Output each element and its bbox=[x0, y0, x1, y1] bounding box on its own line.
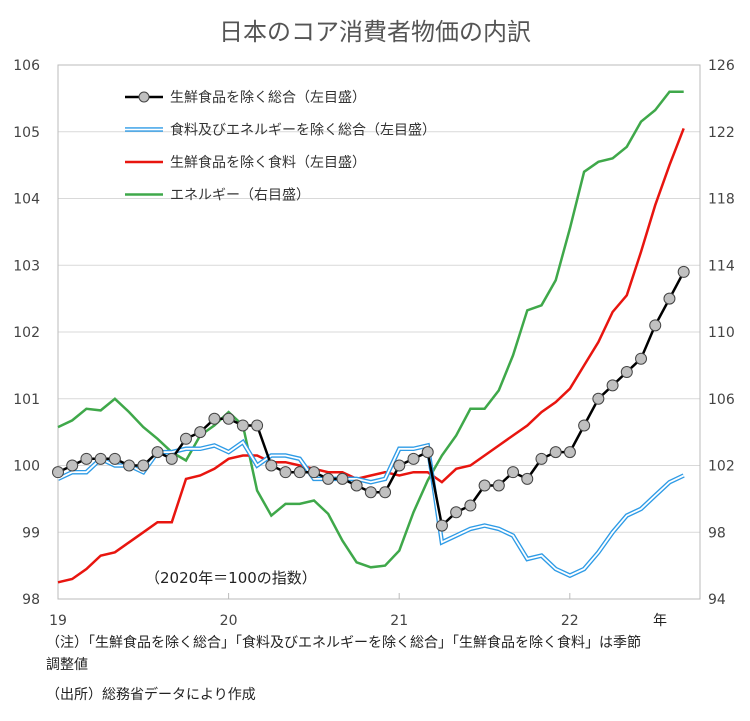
series-line bbox=[57, 438, 685, 579]
footnote: （注）「生鮮食品を除く総合」「食料及びエネルギーを除く総合」「生鮮食品を除く食料… bbox=[46, 635, 641, 651]
chart-svg: 日本のコア消費者物価の内訳 98 99 100 101 102 103 104 105 106 94… bbox=[13, 18, 735, 629]
data-point bbox=[151, 446, 164, 459]
data-point bbox=[293, 466, 306, 479]
legend-label: 生鮮食品を除く総合（左目盛） bbox=[170, 89, 366, 106]
x-axis-label: 年 bbox=[653, 613, 667, 629]
y-left-tick-label: 100 bbox=[13, 459, 40, 475]
data-point bbox=[578, 419, 591, 432]
legend-label: エネルギー（右目盛） bbox=[170, 188, 310, 204]
y-right-tick-label: 122 bbox=[708, 125, 735, 141]
y-left-tick-label: 99 bbox=[22, 525, 40, 541]
data-point bbox=[350, 479, 363, 492]
data-point bbox=[94, 452, 107, 465]
y-left-tick-label: 105 bbox=[13, 125, 40, 141]
data-point bbox=[606, 379, 619, 392]
data-point bbox=[435, 519, 448, 532]
data-point bbox=[635, 352, 648, 365]
y-right-tick-label: 110 bbox=[708, 325, 735, 341]
data-point bbox=[222, 412, 235, 425]
data-point bbox=[137, 459, 150, 472]
y-right-tick-label: 106 bbox=[708, 392, 735, 408]
plot-area bbox=[57, 64, 701, 600]
data-point bbox=[620, 366, 633, 379]
data-point bbox=[279, 466, 292, 479]
y-left-tick-label: 104 bbox=[13, 192, 40, 208]
data-point bbox=[179, 432, 192, 445]
legend-label: 生鮮食品を除く食料（左目盛） bbox=[170, 154, 366, 171]
x-tick-label: 20 bbox=[220, 613, 238, 629]
data-point bbox=[322, 472, 335, 485]
data-point bbox=[450, 506, 463, 519]
data-point bbox=[649, 319, 662, 332]
data-point bbox=[66, 459, 79, 472]
data-point bbox=[194, 426, 207, 439]
legend-label: 食料及びエネルギーを除く総合（左目盛） bbox=[170, 122, 436, 139]
y-right-tick-label: 94 bbox=[708, 592, 726, 608]
y-left-tick-label: 102 bbox=[13, 325, 40, 341]
data-point bbox=[364, 486, 377, 499]
chart-title: 日本のコア消費者物価の内訳 bbox=[219, 18, 531, 46]
data-point bbox=[108, 452, 121, 465]
legend-marker bbox=[138, 91, 150, 103]
x-tick-label: 21 bbox=[390, 613, 408, 629]
data-point bbox=[208, 412, 221, 425]
data-point bbox=[521, 472, 534, 485]
data-point bbox=[535, 452, 548, 465]
data-point bbox=[52, 466, 64, 479]
y-right-tick-label: 114 bbox=[708, 258, 735, 274]
data-point bbox=[236, 419, 249, 432]
y-left-tick-label: 101 bbox=[13, 392, 40, 408]
data-point bbox=[251, 419, 264, 432]
data-point bbox=[421, 446, 434, 459]
data-point bbox=[123, 459, 136, 472]
data-point bbox=[492, 479, 505, 492]
data-point bbox=[677, 265, 690, 278]
y-right-tick-label: 102 bbox=[708, 459, 735, 475]
y-left-tick-label: 106 bbox=[13, 58, 40, 74]
y-right-tick-label: 126 bbox=[708, 58, 735, 74]
data-point bbox=[80, 452, 93, 465]
data-point bbox=[307, 466, 320, 479]
series-line bbox=[57, 90, 684, 569]
data-point bbox=[663, 292, 676, 305]
data-point bbox=[393, 459, 406, 472]
data-point bbox=[407, 452, 420, 465]
source-note: （出所）総務省データにより作成 bbox=[46, 687, 256, 703]
data-point bbox=[165, 452, 178, 465]
data-point bbox=[379, 486, 392, 499]
series-line bbox=[57, 127, 685, 584]
x-tick-label: 19 bbox=[49, 613, 67, 629]
data-point bbox=[464, 499, 477, 512]
data-point bbox=[563, 446, 576, 459]
chart-annotation: （2020年＝100の指数） bbox=[145, 569, 317, 587]
data-point bbox=[478, 479, 491, 492]
y-left-tick-label: 103 bbox=[13, 258, 40, 274]
y-right-tick-label: 98 bbox=[708, 525, 726, 541]
data-point bbox=[592, 392, 605, 405]
y-left-tick-label: 98 bbox=[22, 592, 40, 608]
footnote-continued: 調整値 bbox=[46, 657, 88, 673]
x-tick-label: 22 bbox=[561, 613, 579, 629]
y-right-tick-label: 118 bbox=[708, 192, 735, 208]
data-point bbox=[549, 446, 562, 459]
data-point bbox=[265, 459, 278, 472]
data-point bbox=[507, 466, 520, 479]
data-point bbox=[336, 472, 349, 485]
